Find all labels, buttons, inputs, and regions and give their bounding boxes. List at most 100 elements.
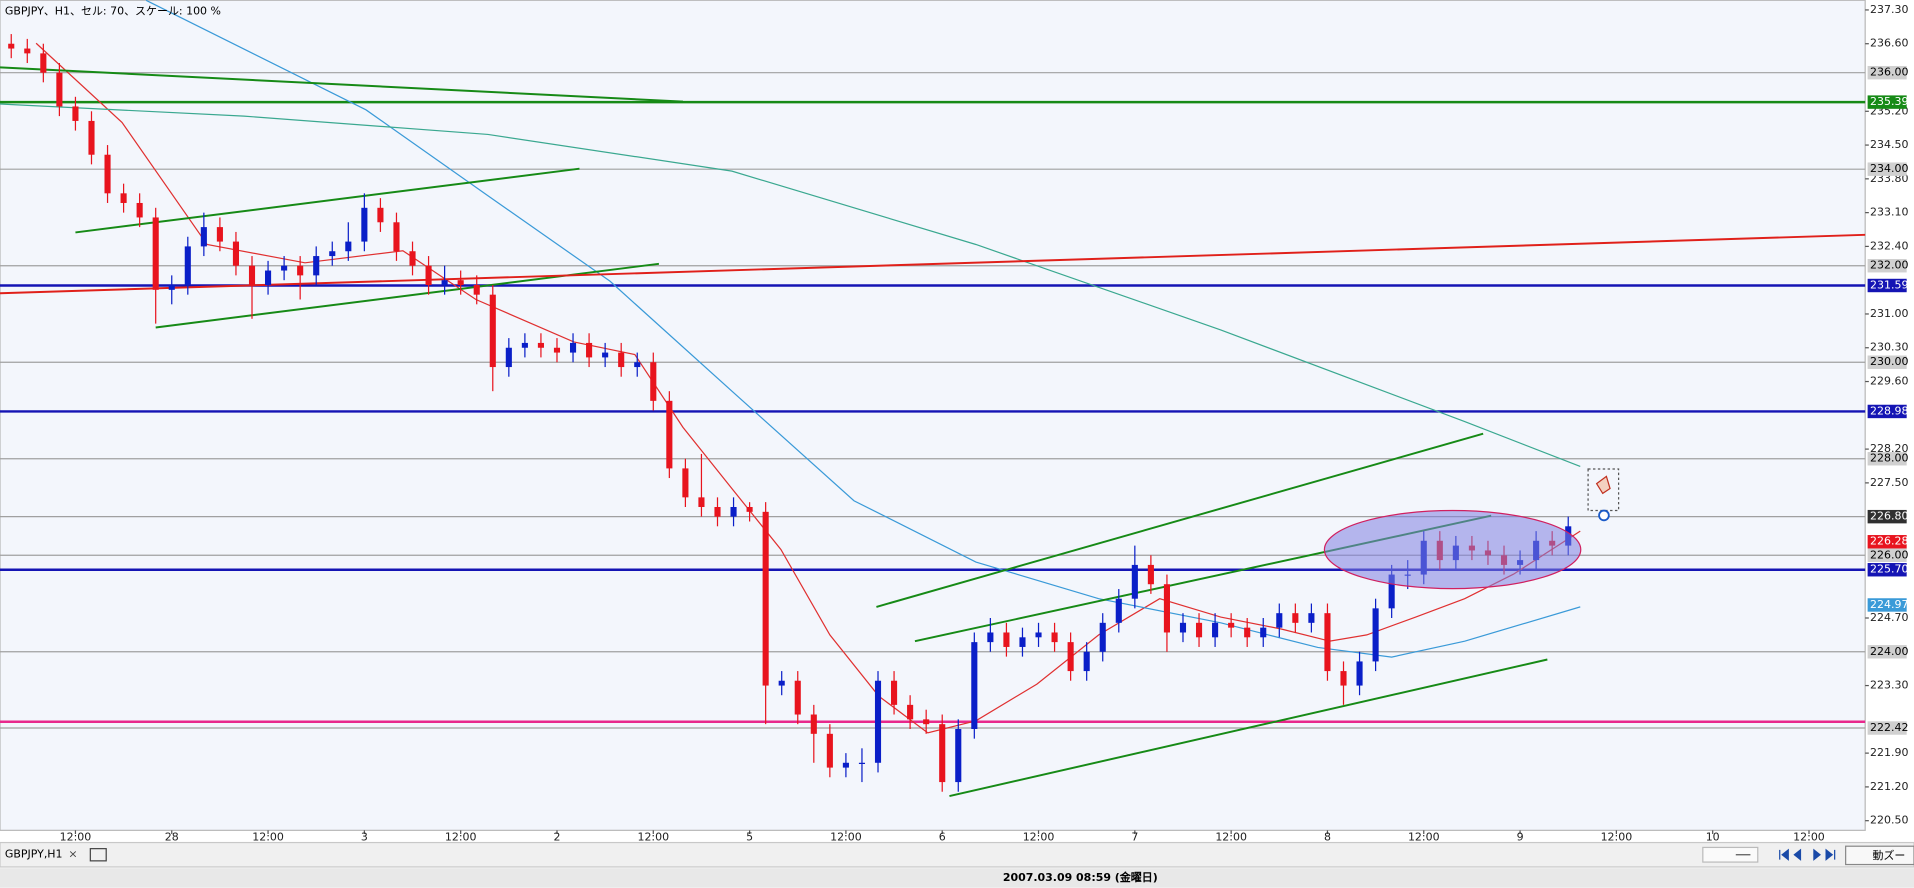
candle-body (168, 285, 175, 290)
y-tick-label: 233.10 (1870, 206, 1908, 219)
candle-body (8, 43, 15, 49)
candle-body (248, 265, 256, 286)
candle-body (40, 53, 47, 73)
candle-body (1276, 613, 1283, 628)
x-tick-label: 12:00 (1215, 831, 1247, 844)
trend-line (75, 167, 580, 234)
candle-body (152, 217, 159, 290)
x-tick-label: 9 (1517, 831, 1524, 844)
candle-body (1308, 613, 1315, 623)
level-label-box (1867, 355, 1907, 369)
level-label: 226.00 (1870, 548, 1908, 561)
y-tick-label: 231.00 (1870, 307, 1908, 320)
candle-body (923, 719, 930, 725)
candle-body (858, 762, 866, 764)
y-tick-label: 221.90 (1870, 746, 1908, 759)
candle-body (1324, 613, 1331, 672)
candle-body (537, 342, 544, 348)
y-tick-label: 232.40 (1870, 239, 1908, 252)
candle-body (72, 106, 79, 121)
candle-body (473, 285, 480, 295)
level-label-box (1867, 452, 1907, 466)
y-tick-label: 223.30 (1870, 679, 1908, 692)
trend-line (949, 658, 1548, 798)
zoom-button-label[interactable]: 動ズー (1872, 848, 1905, 862)
candle-body (1147, 564, 1154, 585)
moving-average (0, 103, 1581, 468)
candle-body (297, 265, 304, 276)
cursor-box (1587, 468, 1620, 512)
candle-body (826, 733, 833, 768)
moving-average (145, 0, 1581, 658)
trend-line (876, 432, 1484, 608)
y-tick-label: 220.50 (1870, 814, 1908, 827)
level-label: 236.00 (1870, 66, 1908, 79)
level-label-box (1867, 645, 1907, 659)
candle-body (618, 352, 625, 368)
candle-body (184, 246, 191, 286)
level-label: 235.39 (1870, 95, 1908, 108)
tab-close[interactable]: × (68, 848, 77, 861)
x-tick-label: 10 (1706, 831, 1720, 844)
scroll-box[interactable] (1702, 846, 1759, 863)
nav-arrows[interactable] (1779, 848, 1836, 861)
candle-body (634, 362, 641, 368)
y-tick-label: 234.50 (1870, 138, 1908, 151)
candle-body (377, 207, 384, 223)
y-tick-label: 237.30 (1870, 3, 1908, 16)
x-tick-label: 12:00 (637, 831, 669, 844)
candle-body (586, 342, 593, 358)
candle-body (553, 347, 561, 353)
tab-label[interactable]: GBPJPY,H1 (5, 848, 63, 861)
price-marker-label: 224.97 (1870, 598, 1908, 611)
candle-body (232, 241, 240, 266)
candle-body (698, 497, 705, 508)
zoom-button[interactable] (1845, 845, 1914, 866)
candle-body (1051, 632, 1058, 643)
candle-body (1372, 608, 1379, 662)
window-icon[interactable] (89, 848, 107, 862)
x-tick-label: 5 (746, 831, 753, 844)
candle-body (1179, 622, 1187, 633)
candle-body (345, 241, 352, 252)
plot-area (0, 0, 1866, 831)
y-tick-label: 221.20 (1870, 780, 1908, 793)
price-marker-label: 226.28 (1870, 535, 1908, 548)
candle-body (650, 362, 657, 401)
candle-body (907, 704, 914, 720)
candle-body (361, 207, 368, 242)
candle-body (730, 507, 737, 517)
candle-body (120, 193, 127, 203)
trend-line (0, 233, 1866, 295)
candle-body (1035, 632, 1042, 638)
x-tick-label: 12:00 (1408, 831, 1440, 844)
candle-body (1292, 613, 1299, 623)
tab-bar (0, 841, 1914, 868)
hand-icon (1595, 475, 1611, 495)
x-tick-label: 28 (165, 831, 179, 844)
status-text: 2007.03.09 08:59 (金曜日) (1003, 870, 1158, 884)
candle-body (441, 280, 448, 286)
candle-body (216, 227, 223, 242)
level-label-box (1867, 278, 1907, 293)
price-marker-box (1867, 598, 1907, 612)
x-tick-label: 12:00 (445, 831, 477, 844)
level-label-box (1867, 404, 1907, 419)
y-tick-label: 224.70 (1870, 611, 1908, 624)
candle-body (425, 265, 432, 286)
level-label-box (1867, 65, 1907, 80)
candle-body (1019, 637, 1026, 647)
level-label: 228.98 (1870, 404, 1908, 417)
candle-body (955, 728, 962, 783)
level-label-box (1867, 548, 1907, 562)
candle-body (1163, 584, 1170, 633)
candle-body (1131, 564, 1138, 599)
candle-body (1388, 574, 1395, 609)
candle-body (1067, 642, 1074, 672)
candle-body (265, 270, 272, 286)
y-tick-label: 236.60 (1870, 37, 1908, 50)
candle-body (987, 632, 994, 643)
y-tick-label: 230.30 (1870, 341, 1908, 354)
level-label: 234.00 (1870, 162, 1908, 175)
